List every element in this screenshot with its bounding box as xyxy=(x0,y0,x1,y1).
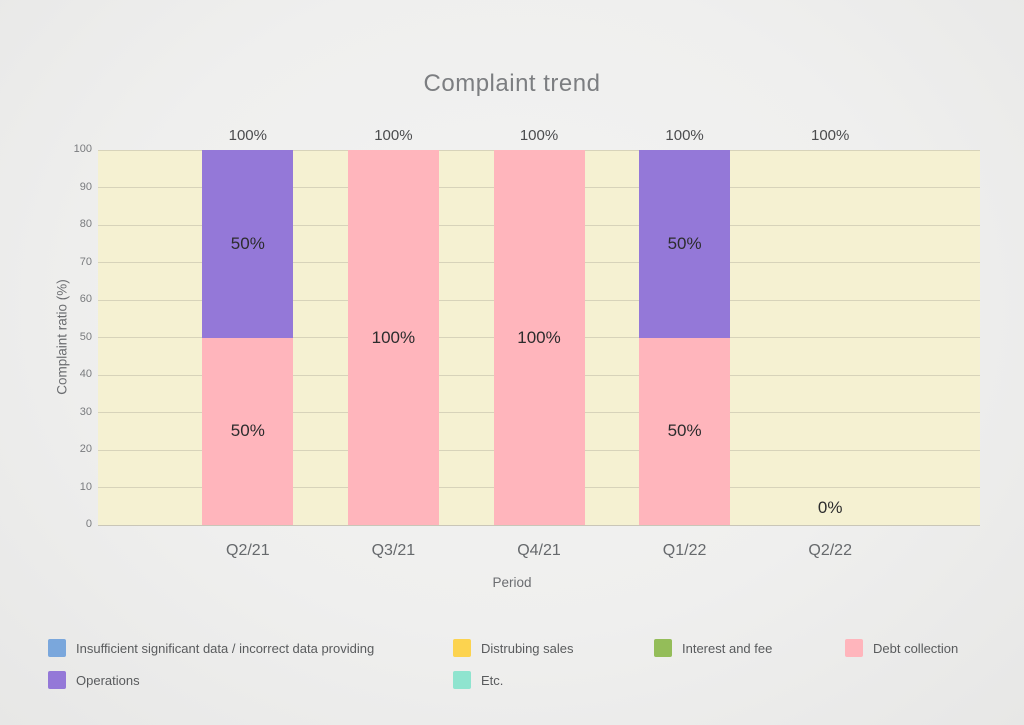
legend-swatch xyxy=(453,671,471,689)
legend-label: Interest and fee xyxy=(682,640,773,656)
legend-label: Insufficient significant data / incorrec… xyxy=(76,640,375,656)
y-tick-label: 80 xyxy=(79,218,92,230)
total-label: 100% xyxy=(519,127,559,144)
y-tick-label: 100 xyxy=(73,143,92,155)
y-tick-label: 60 xyxy=(79,293,92,305)
legend-swatch xyxy=(48,639,66,657)
bar-segment[interactable] xyxy=(493,150,585,525)
y-tick-label: 0 xyxy=(85,518,92,530)
legend-item[interactable]: Operations xyxy=(48,671,140,689)
total-label: 100% xyxy=(665,127,704,144)
y-tick-label: 30 xyxy=(79,405,92,418)
legend-swatch xyxy=(453,639,471,657)
legend-item[interactable]: Interest and fee xyxy=(654,639,772,657)
legend-swatch xyxy=(48,671,66,689)
y-tick-label: 70 xyxy=(79,255,92,268)
x-category-label: Q2/22 xyxy=(808,542,852,559)
total-label: 100% xyxy=(228,127,267,144)
x-category-label: Q2/21 xyxy=(226,542,270,559)
bar-segment[interactable] xyxy=(347,150,439,525)
bar-segment-label: 50% xyxy=(667,421,702,441)
legend-item[interactable]: Etc. xyxy=(453,671,503,689)
x-axis-title: Period xyxy=(492,575,532,590)
legend-item[interactable]: Debt collection xyxy=(845,639,958,657)
legend-swatch xyxy=(654,639,672,657)
bar-segment-label: 100% xyxy=(371,327,416,347)
chart-title: Complaint trend xyxy=(423,70,601,97)
x-category-label: Q1/22 xyxy=(662,542,707,559)
bar-segment[interactable] xyxy=(202,337,294,525)
y-tick-label: 50 xyxy=(79,330,92,343)
legend-item[interactable]: Insufficient significant data / incorrec… xyxy=(48,639,374,657)
bar-segment[interactable] xyxy=(639,337,731,525)
legend-item[interactable]: Distrubing sales xyxy=(453,639,574,657)
legend-label: Operations xyxy=(76,672,140,688)
bar-segment-label: 50% xyxy=(230,233,265,253)
y-tick-label: 20 xyxy=(79,443,92,455)
legend-label: Debt collection xyxy=(873,640,959,656)
bar-segment-label: 50% xyxy=(230,421,265,441)
gridline xyxy=(98,524,980,526)
legend-label: Etc. xyxy=(481,672,504,688)
bar-zero-label: 0% xyxy=(817,498,843,517)
bar-segment[interactable] xyxy=(639,150,731,338)
legend-label: Distrubing sales xyxy=(481,640,574,656)
bar-segment-label: 100% xyxy=(517,327,561,347)
bar-segment-label: 50% xyxy=(667,233,702,253)
legend-swatch xyxy=(845,639,863,657)
total-label: 100% xyxy=(811,127,850,144)
y-tick-label: 90 xyxy=(79,180,92,193)
bar-segment[interactable] xyxy=(202,150,294,338)
total-label: 100% xyxy=(374,127,413,144)
y-tick-label: 40 xyxy=(79,368,92,380)
x-category-label: Q4/21 xyxy=(517,542,561,559)
x-category-label: Q3/21 xyxy=(371,542,416,559)
y-tick-label: 10 xyxy=(79,480,92,493)
